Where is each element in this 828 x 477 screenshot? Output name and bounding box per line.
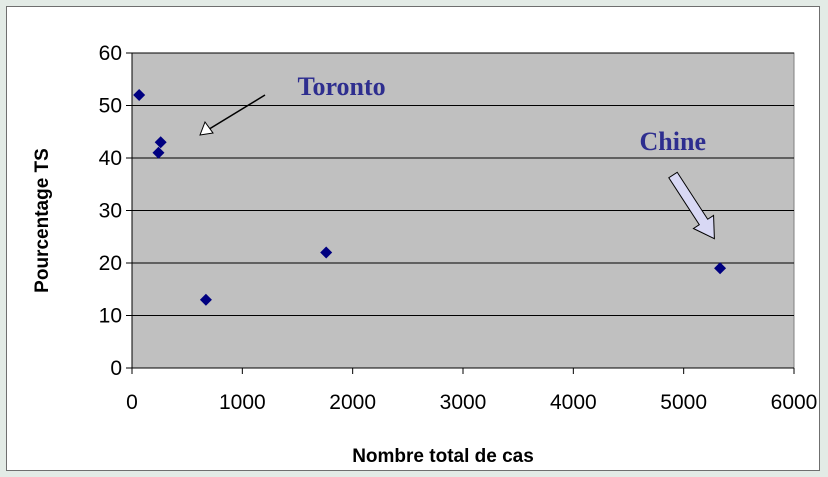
y-tick-label-50: 50 <box>99 95 122 118</box>
y-tick-labels: 0 10 20 30 40 50 60 <box>99 42 122 380</box>
x-tick-label-5000: 5000 <box>660 391 707 414</box>
y-axis-title: Pourcentage TS <box>32 148 53 293</box>
y-tick-label-60: 60 <box>99 42 122 65</box>
x-tick-label-3000: 3000 <box>440 391 487 414</box>
y-tick-label-40: 40 <box>99 147 122 170</box>
axes <box>126 52 795 374</box>
chine-arrow-shape <box>668 171 715 240</box>
gridlines <box>132 52 794 316</box>
data-point-6 <box>714 262 727 275</box>
annotation-label-1: Toronto <box>298 72 386 101</box>
toronto-arrow-shaft <box>205 94 266 132</box>
data-points <box>133 89 727 306</box>
data-point-2 <box>152 146 165 159</box>
toronto-arrow-head <box>199 120 214 136</box>
data-point-3 <box>154 136 167 149</box>
y-tick-label-0: 0 <box>110 357 122 380</box>
y-tick-label-30: 30 <box>99 200 122 223</box>
x-tick-label-2000: 2000 <box>329 391 376 414</box>
y-tick-label-20: 20 <box>99 252 122 275</box>
data-point-4 <box>199 293 212 306</box>
x-tick-label-4000: 4000 <box>550 391 597 414</box>
data-point-5 <box>320 246 333 259</box>
y-tick-label-10: 10 <box>99 305 122 328</box>
chart-frame: 0 10 20 30 40 50 60 0 1000 2000 3000 4000 5000 6000 … <box>6 6 820 471</box>
x-tick-labels: 0 1000 2000 3000 4000 5000 6000 <box>126 391 817 414</box>
data-point-1 <box>133 89 146 101</box>
annotation-arrows <box>199 94 715 240</box>
x-axis-title: Nombre total de cas <box>352 446 534 467</box>
annotations: Toronto Chine <box>298 72 707 156</box>
x-tick-label-6000: 6000 <box>771 391 818 414</box>
chine-arrow <box>668 171 715 240</box>
annotation-label-2: Chine <box>640 127 706 156</box>
x-tick-label-1000: 1000 <box>219 391 266 414</box>
x-tick-label-0: 0 <box>126 391 138 414</box>
